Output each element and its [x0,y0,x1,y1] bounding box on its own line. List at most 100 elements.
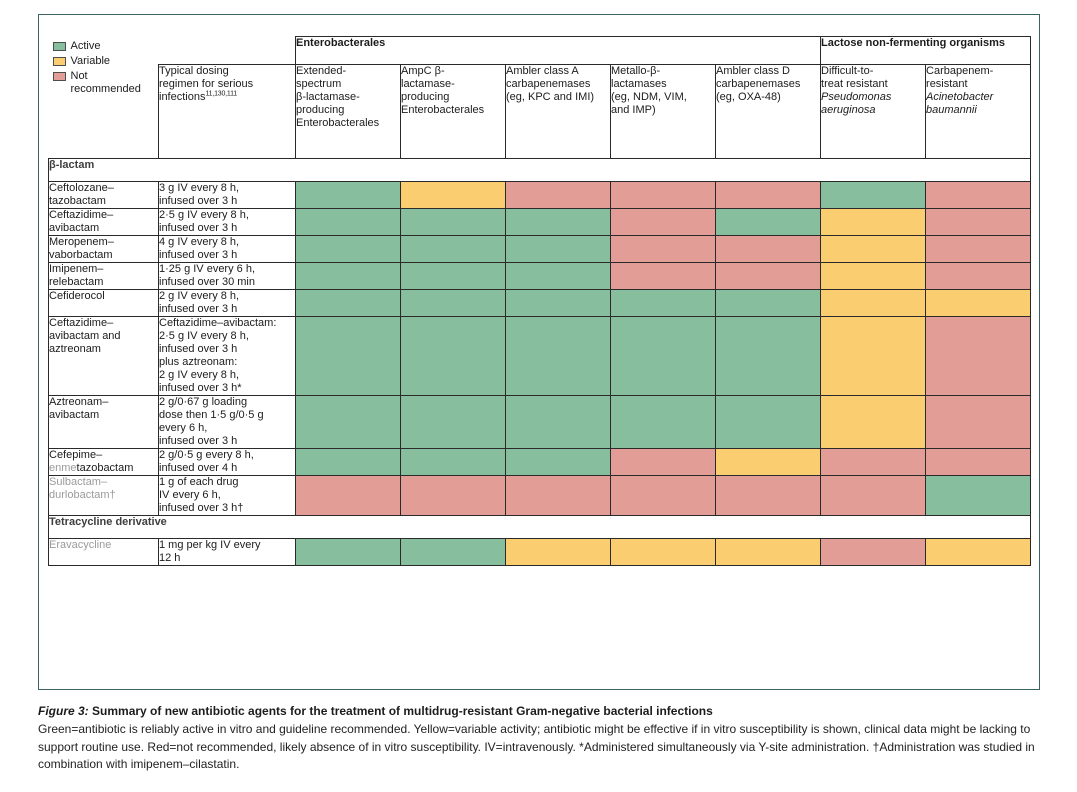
column-header-species-name: Acinetobacter baumannii [926,91,994,116]
drug-name-cell: Cefepime– enmetazobactam [48,448,159,476]
status-cell-not [295,475,401,516]
column-header-3: Metallo-β- lactamases (eg, NDM, VIM, and… [610,64,716,159]
status-cell-variable [820,208,927,236]
status-cell-not [610,448,716,476]
status-cell-not [610,181,716,209]
status-cell-variable [610,538,716,566]
status-cell-not [505,181,611,209]
dosing-cell: 2·5 g IV every 8 h, infused over 3 h [158,208,296,236]
status-cell-variable [400,181,506,209]
antibiotic-activity-table: Active Variable Not recommended Enterobact… [47,36,1032,566]
status-cell-active [505,395,611,449]
table-row: Imipenem– relebactam 1·25 g IV every 6 h,… [48,262,1032,290]
group-header-lactose-non-fermenting: Lactose non-fermenting organisms [820,36,1032,65]
status-cell-active [505,316,611,396]
status-cell-active [295,395,401,449]
status-cell-active [505,235,611,263]
status-cell-active [925,475,1032,516]
status-cell-active [400,289,506,317]
drug-name-cell: Meropenem– vaborbactam [48,235,159,263]
status-cell-active [295,448,401,476]
legend-item-active: Active [52,39,155,53]
drug-name-cell: Imipenem– relebactam [48,262,159,290]
status-cell-variable [820,289,927,317]
column-header-text: Ambler class D carbapenemases (eg, OXA-4… [716,65,801,103]
status-cell-not [925,262,1032,290]
status-cell-not [925,208,1032,236]
status-cell-active [714,208,822,236]
dosing-cell: 2 g IV every 8 h, infused over 3 h [158,289,296,317]
column-header-row: Typical dosing regimen for serious infec… [49,64,1032,159]
status-cell-active [820,181,927,209]
dosing-cell: 1 mg per kg IV every 12 h [158,538,296,566]
page: Active Variable Not recommended Enterobact… [38,14,1040,771]
dosing-cell: 4 g IV every 8 h, infused over 3 h [158,235,296,263]
status-cell-not [925,395,1032,449]
status-cell-active [505,208,611,236]
status-cell-active [400,316,506,396]
status-cell-variable [925,289,1032,317]
drug-name-part: Imipenem– relebactam [49,263,104,288]
status-cell-variable [714,538,822,566]
column-header-text: Extended- spectrum β-lactamase- producin… [296,65,380,129]
status-cell-active [400,538,506,566]
legend-label: Active [70,39,101,52]
table-row: Meropenem– vaborbactam 4 g IV every 8 h, … [48,235,1032,263]
drug-name-cell: Sulbactam– durlobactam† [48,475,159,516]
active-swatch-icon [52,41,66,51]
section-label: β-lactam [47,158,1032,182]
figure-frame: Active Variable Not recommended Enterobact… [38,14,1040,690]
drug-name-cell: Eravacycline [48,538,159,566]
drug-name-part: tazobactam [76,462,134,474]
status-cell-active [610,395,716,449]
drug-name-cell: Aztreonam– avibactam [48,395,159,449]
status-cell-variable [505,538,611,566]
legend-item-not: Not recommended [52,70,155,96]
table-row: Aztreonam– avibactam 2 g/0·67 g loading d… [48,395,1032,449]
status-cell-active [400,208,506,236]
drug-name-cell: Cefiderocol [48,289,159,317]
status-cell-not [714,235,822,263]
status-cell-active [400,448,506,476]
caption-body: Green=antibiotic is reliably active in v… [38,722,1035,771]
not-swatch-icon [52,71,66,81]
table-row: Cefiderocol 2 g IV every 8 h, infused ove… [48,289,1032,317]
legend-cell: Active Variable Not recommended [49,37,159,159]
column-header-text: Difficult-to- treat resistant [821,65,888,90]
column-header-6: Carbapenem- resistant Acinetobacter baum… [925,64,1032,159]
status-cell-not [925,448,1032,476]
status-cell-active [295,289,401,317]
table-row: Ceftolozane– tazobactam 3 g IV every 8 h,… [48,181,1032,209]
status-cell-not [714,475,822,516]
drug-name-part: Cefiderocol [49,290,105,302]
column-header-4: Ambler class D carbapenemases (eg, OXA-4… [714,64,822,159]
drug-name-muted-part: Sulbactam– durlobactam† [49,476,116,501]
table-row: Cefepime– enmetazobactam 2 g/0·5 g every … [48,448,1032,476]
section-label: Tetracycline derivative [47,515,1032,539]
status-cell-not [610,208,716,236]
status-cell-active [505,448,611,476]
column-header-text: Metallo-β- lactamases (eg, NDM, VIM, and… [611,65,687,116]
status-cell-not [820,475,927,516]
column-header-text: Carbapenem- resistant [926,65,994,90]
legend-item-variable: Variable [52,55,155,68]
dosing-cell: 1·25 g IV every 6 h, infused over 30 min [158,262,296,290]
status-cell-active [714,289,822,317]
status-cell-not [925,316,1032,396]
drug-name-muted-part: enme [49,462,77,474]
table-row: Ceftazidime– avibactam and aztreonam Ceft… [48,316,1032,396]
status-cell-active [505,289,611,317]
status-cell-active [610,316,716,396]
drug-name-part: Ceftazidime– avibactam [49,209,114,234]
table-row: Sulbactam– durlobactam† 1 g of each drug … [48,475,1032,516]
variable-swatch-icon [52,56,66,66]
group-header-row: Active Variable Not recommended Enterobact… [49,36,1032,95]
status-cell-active [295,538,401,566]
dosing-header-cell: Typical dosing regimen for serious infec… [158,64,296,159]
status-cell-active [295,262,401,290]
status-cell-variable [925,538,1032,566]
table-body: β-lactam Ceftolozane– tazobactam 3 g IV ev… [47,158,1032,566]
column-header-text: AmpC β- lactamase- producing Enterobacte… [401,65,485,116]
column-header-1: AmpC β- lactamase- producing Enterobacte… [400,64,506,159]
status-cell-not [610,475,716,516]
